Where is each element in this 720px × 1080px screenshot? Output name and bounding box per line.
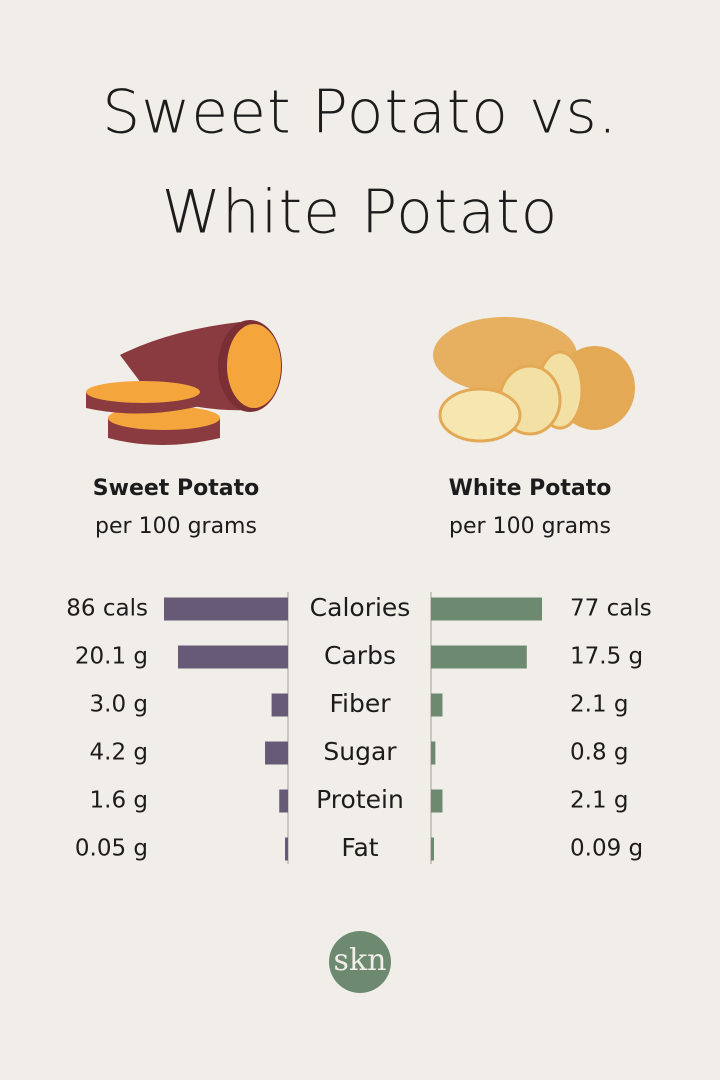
value-label: 0.09 g xyxy=(570,836,643,862)
category-label: Fat xyxy=(341,833,378,862)
category-label: Sugar xyxy=(323,737,397,766)
bar xyxy=(271,693,288,717)
logo-badge xyxy=(329,931,391,993)
bar xyxy=(285,837,288,861)
series-subtitle: per 100 grams xyxy=(449,514,611,539)
bar xyxy=(164,597,288,621)
white-potato-illustration xyxy=(433,317,635,443)
bar xyxy=(431,741,436,765)
bar xyxy=(265,741,288,765)
sweet-potato-illustration xyxy=(86,320,282,445)
category-label: Protein xyxy=(316,785,404,814)
value-label: 2.1 g xyxy=(570,692,629,718)
bar xyxy=(279,789,288,813)
bar xyxy=(178,645,288,669)
value-label: 77 cals xyxy=(570,596,652,622)
bar xyxy=(431,837,434,861)
bar xyxy=(431,645,527,669)
value-label: 0.05 g xyxy=(75,836,148,862)
value-label: 1.6 g xyxy=(90,788,149,814)
value-label: 2.1 g xyxy=(570,788,629,814)
bar xyxy=(431,693,443,717)
title-line: Sweet Potato vs. xyxy=(102,78,618,148)
value-label: 86 cals xyxy=(66,596,148,622)
value-label: 4.2 g xyxy=(90,740,149,766)
series-name: White Potato xyxy=(449,476,612,501)
title-line: White Potato xyxy=(162,178,559,248)
value-label: 17.5 g xyxy=(570,644,643,670)
category-label: Fiber xyxy=(329,689,391,718)
series-subtitle: per 100 grams xyxy=(95,514,257,539)
logo: skn xyxy=(334,943,387,978)
value-label: 3.0 g xyxy=(90,692,149,718)
category-label: Carbs xyxy=(324,641,396,670)
bar xyxy=(431,597,543,621)
value-label: 0.8 g xyxy=(570,740,629,766)
bar xyxy=(431,789,443,813)
category-label: Calories xyxy=(310,593,411,622)
value-label: 20.1 g xyxy=(75,644,148,670)
series-name: Sweet Potato xyxy=(93,476,259,501)
